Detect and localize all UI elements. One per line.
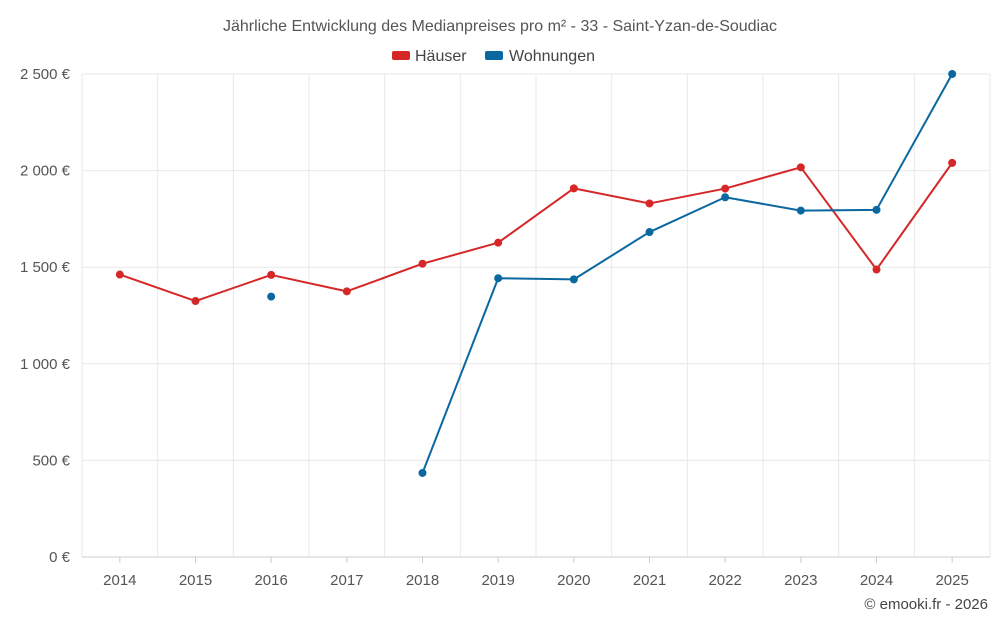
credit-label: © emooki.fr - 2026 (864, 596, 988, 613)
y-tick-label: 2 000 € (20, 163, 71, 180)
x-tick-label: 2019 (481, 572, 514, 589)
y-tick-label: 2 500 € (20, 66, 71, 83)
x-tick-label: 2014 (103, 572, 136, 589)
data-point[interactable] (872, 265, 881, 274)
x-tick-label: 2016 (254, 572, 287, 589)
x-tick-label: 2021 (633, 572, 666, 589)
data-point[interactable] (645, 228, 654, 237)
series-line (119, 162, 953, 303)
data-point[interactable] (645, 199, 654, 208)
data-point[interactable] (494, 274, 503, 283)
x-tick-label: 2024 (860, 572, 893, 589)
series-line (421, 73, 954, 474)
data-point[interactable] (267, 292, 276, 301)
legend-item-haeuser[interactable]: Häuser (392, 48, 467, 65)
data-point[interactable] (494, 238, 503, 247)
x-tick-label: 2022 (708, 572, 741, 589)
legend-swatch-haeuser (392, 51, 410, 60)
x-tick-label: 2017 (330, 572, 363, 589)
data-point[interactable] (569, 184, 578, 193)
data-point[interactable] (948, 158, 957, 167)
x-tick-label: 2015 (179, 572, 212, 589)
series-häuser (115, 158, 957, 306)
chart-title: Jährliche Entwicklung des Medianpreises … (223, 18, 777, 35)
data-point[interactable] (569, 275, 578, 284)
x-axis: 2014 2015 2016 2017 2018 2019 2020 2021 2022 2023… (82, 556, 990, 589)
legend-item-wohnungen[interactable]: Wohnungen (485, 48, 595, 65)
legend-label-haeuser: Häuser (415, 48, 467, 65)
data-point[interactable] (115, 270, 124, 279)
legend-label-wohnungen: Wohnungen (509, 48, 595, 65)
x-tick-label: 2025 (935, 572, 968, 589)
y-axis: 0 € 500 € 1 000 € 1 500 € 2 000 € 2 500 € (20, 66, 71, 566)
data-point[interactable] (796, 163, 805, 172)
data-point[interactable] (418, 468, 427, 477)
legend: Häuser Wohnungen (392, 48, 595, 65)
x-tick-label: 2018 (406, 572, 439, 589)
data-point[interactable] (267, 270, 276, 279)
x-tick-label: 2020 (557, 572, 590, 589)
data-point[interactable] (342, 287, 351, 296)
data-point[interactable] (796, 206, 805, 215)
x-tick-label: 2023 (784, 572, 817, 589)
legend-swatch-wohnungen (485, 51, 503, 60)
y-tick-label: 1 500 € (20, 259, 71, 276)
y-tick-label: 1 000 € (20, 356, 71, 373)
data-point[interactable] (872, 205, 881, 214)
data-point[interactable] (721, 193, 730, 202)
data-point[interactable] (191, 297, 200, 306)
grid (81, 73, 991, 557)
y-tick-label: 500 € (32, 452, 70, 469)
y-tick-label: 0 € (49, 549, 71, 566)
data-point[interactable] (948, 70, 957, 78)
series (115, 70, 957, 477)
data-point[interactable] (721, 184, 730, 193)
data-point[interactable] (418, 259, 427, 268)
series-wohnungen (267, 70, 957, 477)
